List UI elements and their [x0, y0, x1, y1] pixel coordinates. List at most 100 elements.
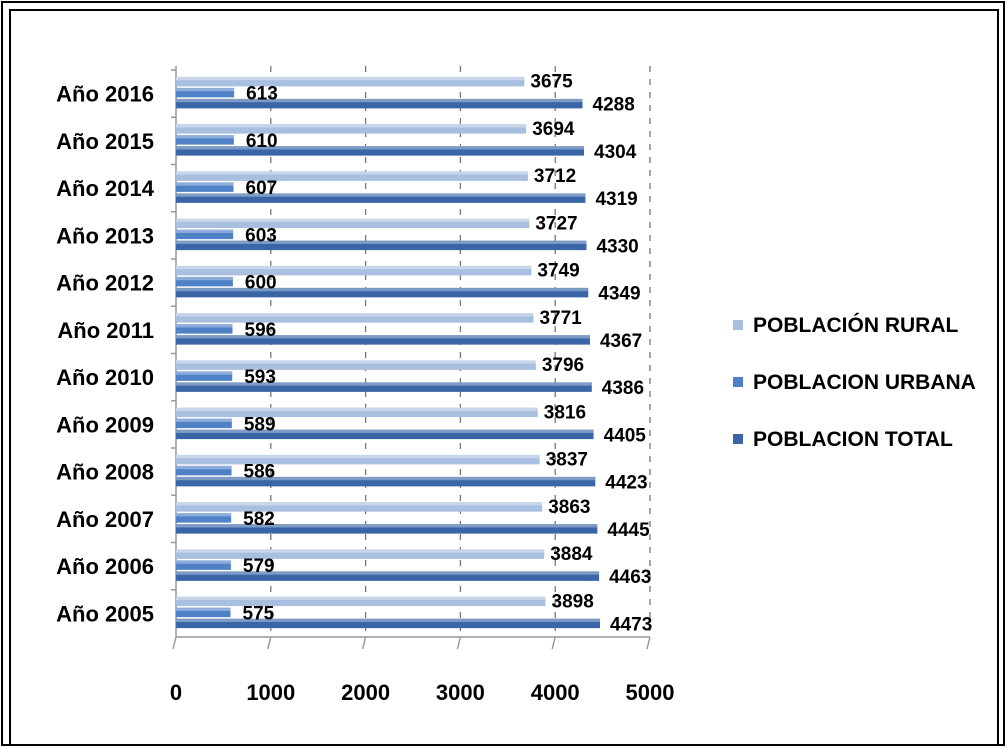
data-label-poblacion-total-ano-2008: 4423: [605, 473, 647, 494]
bar-highlight: [176, 335, 590, 339]
bar-highlight: [176, 171, 528, 175]
bar-highlight: [176, 607, 231, 611]
bar-highlight: [176, 382, 592, 386]
bar-poblacion-urbana-ano-2013: [176, 229, 234, 240]
bar-highlight: [176, 124, 527, 128]
bar-poblacion-rural-ano-2007: [176, 502, 543, 512]
bar-poblacion-rural-ano-2009: [176, 407, 538, 418]
bar-highlight: [176, 287, 589, 292]
bar-poblacion-rural-ano-2015: [176, 124, 527, 134]
x-tick-label-2000: 2000: [341, 680, 390, 705]
bar-poblacion-total-ano-2007: [176, 524, 598, 534]
data-label-poblacion-total-ano-2014: 4319: [595, 189, 637, 210]
bar-poblacion-total-ano-2006: [176, 571, 600, 581]
bar-highlight: [176, 229, 234, 233]
bar-poblacion-urbana-ano-2005: [176, 607, 231, 618]
data-label-poblacion-rural-ano-2007: 3863: [548, 497, 590, 518]
bar-poblacion-total-ano-2016: [176, 98, 583, 109]
bar-poblacion-rural-ano-2006: [176, 549, 545, 559]
data-label-poblacion-total-ano-2009: 4405: [604, 425, 647, 446]
legend-swatch-poblacion-rural: [733, 320, 743, 330]
legend-swatch-poblacion-total: [733, 434, 743, 444]
bar-highlight: [176, 313, 534, 317]
bar-highlight: [176, 324, 233, 328]
data-label-poblacion-urbana-ano-2013: 603: [245, 225, 277, 246]
data-label-poblacion-urbana-ano-2005: 575: [243, 603, 275, 624]
x-tick-label-5000: 5000: [626, 680, 675, 705]
data-label-poblacion-rural-ano-2009: 3816: [544, 402, 586, 423]
x-tick-label-3000: 3000: [436, 680, 485, 705]
bar-poblacion-urbana-ano-2014: [176, 182, 234, 192]
bar-highlight: [176, 429, 594, 433]
bar-poblacion-total-ano-2005: [176, 618, 601, 629]
bar-highlight: [176, 146, 585, 150]
bar-poblacion-total-ano-2010: [176, 382, 592, 392]
bar-highlight: [176, 549, 545, 553]
data-label-poblacion-total-ano-2006: 4463: [609, 567, 651, 588]
bar-poblacion-total-ano-2014: [176, 193, 586, 203]
bar-highlight: [176, 476, 596, 481]
x-tick-0: [172, 636, 177, 650]
legend-label-poblacion-rural: POBLACIÓN RURAL: [753, 313, 958, 337]
data-label-poblacion-urbana-ano-2012: 600: [245, 273, 277, 294]
bar-poblacion-urbana-ano-2006: [176, 560, 231, 570]
bar-poblacion-rural-ano-2008: [176, 454, 540, 465]
category-label-ano-2011: Año 2011: [57, 318, 154, 343]
bar-poblacion-urbana-ano-2016: [176, 87, 235, 98]
bar-highlight: [176, 618, 601, 622]
data-label-poblacion-total-ano-2013: 4330: [596, 236, 638, 257]
data-label-poblacion-urbana-ano-2010: 593: [244, 367, 276, 388]
data-label-poblacion-total-ano-2005: 4473: [610, 614, 652, 635]
bar-highlight: [176, 76, 525, 81]
bar-highlight: [176, 524, 598, 528]
bar-poblacion-total-ano-2009: [176, 429, 594, 440]
category-label-ano-2015: Año 2015: [56, 129, 154, 154]
bar-highlight: [176, 560, 231, 564]
bar-poblacion-total-ano-2008: [176, 476, 596, 487]
data-label-poblacion-urbana-ano-2015: 610: [246, 131, 278, 152]
bar-poblacion-urbana-ano-2015: [176, 135, 234, 145]
data-label-poblacion-rural-ano-2010: 3796: [542, 355, 584, 376]
x-tick-5000: [646, 636, 651, 650]
category-label-ano-2014: Año 2014: [56, 176, 155, 201]
bar-poblacion-total-ano-2015: [176, 146, 585, 156]
bar-highlight: [176, 218, 530, 222]
category-label-ano-2007: Año 2007: [56, 507, 154, 532]
category-label-ano-2013: Año 2013: [56, 223, 154, 248]
data-label-poblacion-total-ano-2015: 4304: [594, 142, 637, 163]
bar-poblacion-rural-ano-2016: [176, 76, 525, 87]
x-tick-label-4000: 4000: [531, 680, 580, 705]
legend-label-poblacion-total: POBLACION TOTAL: [753, 428, 953, 451]
data-label-poblacion-urbana-ano-2011: 596: [245, 320, 277, 341]
bar-poblacion-urbana-ano-2012: [176, 276, 233, 287]
data-label-poblacion-urbana-ano-2009: 589: [244, 414, 276, 435]
data-labels: 3675 613 4288 3694 610 4304 3712 607 4319 3727 603…: [243, 72, 653, 636]
bar-highlight: [176, 98, 583, 103]
bar-highlight: [176, 418, 232, 422]
bar-highlight: [176, 276, 233, 281]
data-label-poblacion-rural-ano-2016: 3675: [530, 72, 573, 93]
data-label-poblacion-total-ano-2010: 4386: [602, 378, 644, 399]
bar-highlight: [176, 182, 234, 186]
data-label-poblacion-urbana-ano-2008: 586: [244, 462, 276, 483]
bar-highlight: [176, 135, 234, 139]
bar-poblacion-rural-ano-2011: [176, 313, 534, 323]
category-label-ano-2010: Año 2010: [56, 365, 154, 390]
bar-highlight: [176, 87, 235, 92]
category-label-ano-2006: Año 2006: [56, 554, 154, 579]
legend: POBLACIÓN RURAL POBLACION URBANA POBLACION…: [733, 313, 976, 451]
category-label-ano-2005: Año 2005: [56, 601, 154, 626]
data-label-poblacion-urbana-ano-2014: 607: [246, 178, 278, 199]
data-label-poblacion-total-ano-2012: 4349: [598, 284, 640, 305]
bar-poblacion-rural-ano-2013: [176, 218, 530, 229]
data-label-poblacion-rural-ano-2011: 3771: [539, 308, 582, 329]
data-label-poblacion-rural-ano-2006: 3884: [550, 544, 593, 565]
x-tick-2000: [361, 636, 367, 650]
bar-highlight: [176, 360, 536, 364]
x-tick-4000: [551, 636, 556, 650]
bar-highlight: [176, 265, 532, 270]
axes: 0 1000 2000 3000 4000 5000 Año 2016 Año 2015 Año…: [56, 66, 674, 705]
data-label-poblacion-rural-ano-2013: 3727: [535, 213, 577, 234]
bar-poblacion-rural-ano-2014: [176, 171, 528, 181]
